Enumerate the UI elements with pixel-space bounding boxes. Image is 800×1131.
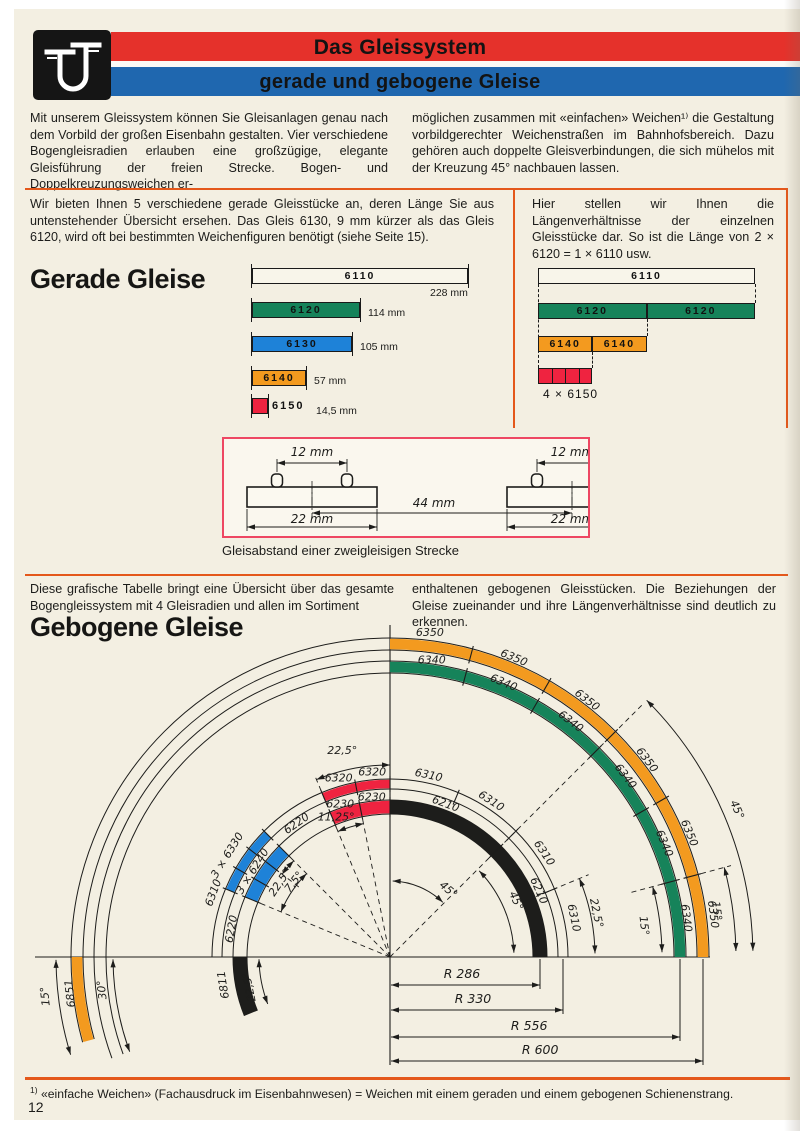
page-subtitle: gerade und gebogene Gleise [259,71,541,93]
track-length-6120: 114 mm [368,307,406,319]
track-length-6130: 105 mm [360,341,398,353]
paper-background [14,9,800,1120]
svg-text:R 600: R 600 [522,1042,559,1057]
svg-text:15°: 15° [636,915,651,936]
segment-tick [551,368,553,384]
end-tick [251,366,253,390]
curved-intro-left: Diese grafische Tabelle bringt eine Über… [30,582,394,613]
svg-text:6310: 6310 [565,903,584,933]
end-tick [251,264,253,288]
ratio-label-6150: 4 × 6150 [543,387,599,401]
straight-intro-text: Wir bieten Ihnen 5 verschiedene gerade G… [30,197,494,245]
footnote-marker: 1) [30,1085,38,1095]
svg-text:R 286: R 286 [444,966,481,981]
alignment-guide [538,284,539,368]
segment-tick [565,368,567,384]
scan-edge-shadow [784,0,800,1131]
page-number: 12 [28,1099,44,1115]
alignment-guide [592,352,594,368]
track-label-6150: 6150 [272,400,305,412]
svg-text:12 mm: 12 mm [551,445,588,459]
svg-text:15°: 15° [38,986,53,1007]
svg-text:6340: 6340 [418,653,446,666]
end-tick [251,394,253,418]
intro-text-left: Mit unserem Gleissystem können Sie Gleis… [30,111,388,192]
column-divider [513,190,516,428]
track-bar-6130: 6130 [252,336,352,352]
track-length-6150: 14,5 mm [316,405,357,417]
track-bar-6150 [252,398,268,414]
footnote: 1) «einfache Weichen» (Fachausdruck im E… [30,1085,788,1101]
end-tick [360,298,362,322]
ratio-bar-6110: 6110 [538,268,755,284]
svg-text:11,25°: 11,25° [318,811,355,824]
end-tick [251,332,253,356]
svg-text:22,5°: 22,5° [327,744,357,757]
curved-track-diagram: 22,5°11,25°22,5°7,5° 45° 45° 22,5° 15°15°45°… [35,625,756,1065]
ratio-bar-6140: 6140 [538,336,593,352]
page-title: Das Gleissystem [313,36,487,59]
svg-text:6320: 6320 [325,772,353,785]
segment-tick [578,368,580,384]
svg-text:22,5°: 22,5° [587,897,606,929]
svg-text:R 330: R 330 [455,991,492,1006]
track-bar-6110: 6110 [252,268,468,284]
ratio-bar-6140: 6140 [592,336,647,352]
svg-text:6220: 6220 [223,914,241,944]
tt-monogram-icon [44,42,102,92]
track-bar-6120: 6120 [252,302,360,318]
end-tick [306,366,308,390]
track-length-6140: 57 mm [314,375,347,387]
section-divider-middle [25,574,788,577]
svg-text:6230: 6230 [358,791,386,804]
track-bar-6140: 6140 [252,370,306,386]
section-divider-top [25,188,788,191]
alignment-guide [646,319,648,336]
svg-text:6350: 6350 [705,900,722,929]
svg-text:6310: 6310 [414,766,444,785]
svg-text:6350: 6350 [416,626,444,639]
svg-text:44 mm: 44 mm [413,496,455,510]
curved-section-heading: Gebogene Gleise [30,612,244,642]
header-white-stripe [111,61,800,67]
brand-logo [33,30,111,100]
svg-text:15°: 15° [709,901,725,922]
svg-text:22,5°: 22,5° [240,971,259,1003]
track-length-6110: 228 mm [430,287,468,299]
svg-text:6851: 6851 [62,979,78,1008]
svg-text:6230: 6230 [326,797,354,810]
ratio-bar-6120: 6120 [538,303,647,319]
svg-text:6310: 6310 [202,877,224,908]
curved-intro-right: enthaltenen gebogenen Gleisstücken. Die … [412,582,776,630]
svg-text:30°: 30° [94,979,109,1000]
spacing-caption: Gleisabstand einer zweigleisigen Strecke [222,543,460,558]
svg-text:6811: 6811 [215,970,232,1000]
end-tick [251,298,253,322]
end-tick [268,394,270,418]
intro-text-right: möglichen zusammen mit «einfachen» Weich… [412,111,774,175]
ratio-intro-text: Hier stellen wir Ihnen die Längenverhält… [532,197,774,261]
svg-text:6320: 6320 [358,765,386,778]
svg-text:6220: 6220 [281,810,311,837]
straight-section-heading: Gerade Gleise [30,264,206,294]
end-tick [468,264,470,288]
svg-text:45°: 45° [727,798,747,821]
alignment-guide [755,284,756,303]
footnote-text: «einfache Weichen» (Fachausdruck im Eise… [40,1087,734,1102]
svg-text:12 mm: 12 mm [291,445,333,459]
header-red-bar [111,32,800,61]
footer-rule [25,1077,790,1080]
ratio-bar-6120: 6120 [646,303,755,319]
svg-text:6340: 6340 [678,903,695,932]
header-blue-bar [111,67,800,96]
right-edge-rule [786,190,789,428]
end-tick [352,332,354,356]
svg-text:22 mm: 22 mm [551,512,588,526]
svg-text:R 556: R 556 [511,1018,548,1033]
